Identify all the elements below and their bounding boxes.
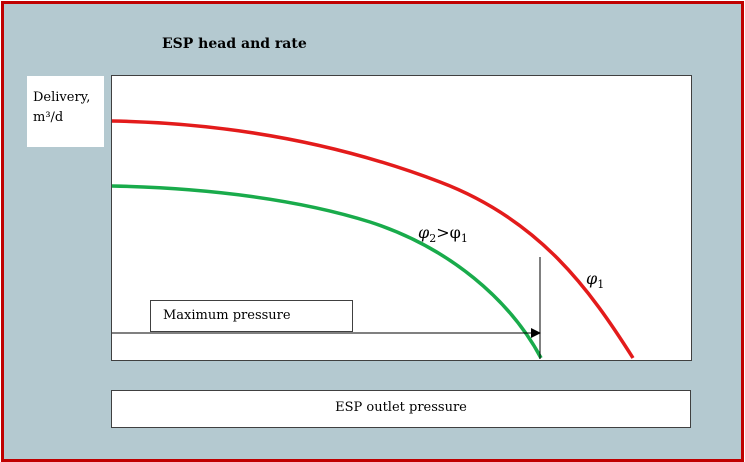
phi2-annotation: φ2>φ1 [418, 223, 468, 245]
x-axis-label: ESP outlet pressure [335, 400, 467, 415]
y-axis-label-text: Delivery, [33, 90, 91, 105]
phi1-subscript: 1 [597, 278, 604, 291]
maximum-pressure-box: Maximum pressure [150, 300, 353, 332]
phi2-symbol: φ [418, 223, 430, 242]
y-axis-label-box: Delivery, m³/d [27, 76, 104, 147]
x-axis-label-box: ESP outlet pressure [111, 390, 691, 428]
maximum-pressure-label: Maximum pressure [163, 308, 291, 323]
phi2-ref-subscript: 1 [461, 232, 468, 245]
phi1-symbol: φ [586, 269, 598, 288]
phi2-operator: > [436, 223, 449, 242]
max-pressure-arrow-head [531, 328, 541, 338]
y-axis-label: Delivery, m³/d [33, 88, 90, 128]
phi1-annotation: φ1 [586, 269, 604, 291]
series-line-phi2 [111, 184, 543, 359]
y-axis-label-unit: m³/d [33, 110, 64, 125]
phi2-subscript: 2 [429, 232, 436, 245]
phi2-ref-symbol: φ [450, 223, 461, 242]
series-line-phi1 [111, 119, 635, 359]
chart-title: ESP head and rate [162, 36, 307, 52]
